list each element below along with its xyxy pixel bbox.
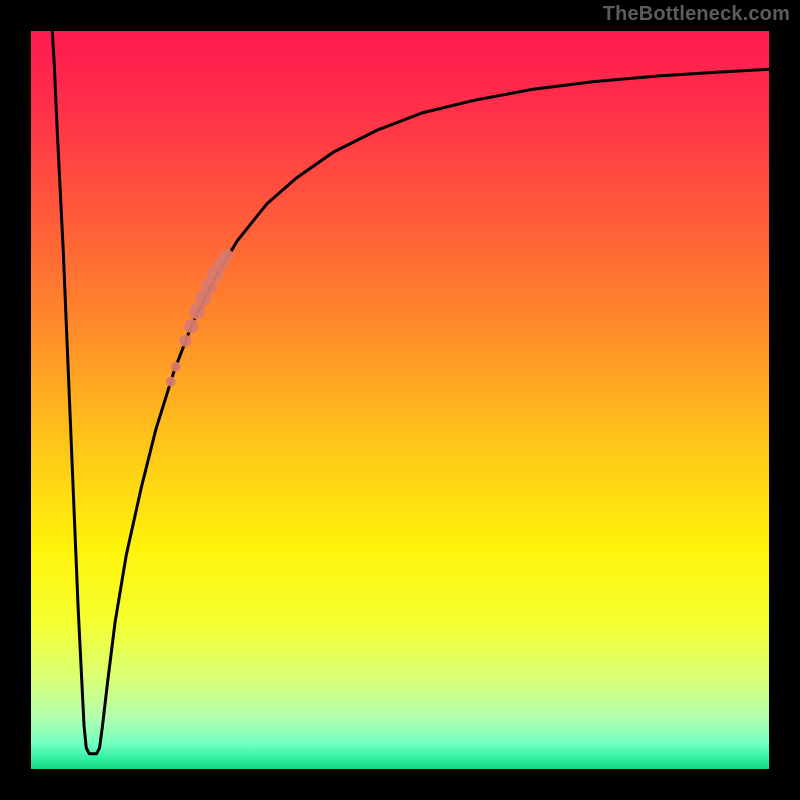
plot-background — [30, 30, 770, 770]
marker-point — [221, 249, 233, 261]
marker-point — [179, 335, 191, 347]
marker-point — [171, 362, 181, 372]
chart-root: TheBottleneck.com — [0, 0, 800, 800]
chart-svg — [0, 0, 800, 800]
marker-point — [184, 319, 198, 333]
marker-point — [166, 377, 176, 387]
